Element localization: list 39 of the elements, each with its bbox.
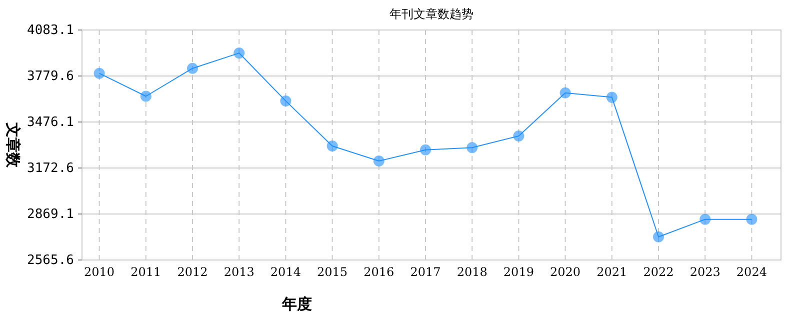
x-tick-label: 2015 (317, 265, 348, 279)
chart-title: 年刊文章数趋势 (390, 7, 474, 21)
point (466, 142, 478, 154)
x-tick-label: 2016 (364, 265, 394, 279)
y-tick-label: 2565.6 (27, 253, 74, 268)
point (560, 87, 571, 98)
point (326, 140, 338, 152)
point (373, 155, 384, 166)
x-tick-label: 2023 (690, 265, 720, 279)
point (234, 48, 245, 59)
point (653, 231, 664, 242)
point (187, 62, 198, 74)
x-tick-label: 2021 (596, 265, 628, 279)
point (420, 144, 431, 156)
x-tick-label: 2019 (503, 265, 534, 279)
y-tick-label: 4083.1 (27, 23, 74, 38)
x-axis-title: 年度 (281, 295, 312, 313)
y-axis-title: 文章数 (4, 122, 22, 168)
x-tick-label: 2017 (410, 265, 441, 279)
y-tick-label: 3476.1 (27, 115, 74, 130)
x-tick-label: 2010 (84, 265, 115, 279)
point (513, 130, 524, 142)
point (280, 95, 292, 106)
x-tick-label: 2014 (270, 265, 302, 279)
point (140, 90, 152, 102)
y-tick-label: 2869.1 (27, 207, 74, 222)
x-tick-label: 2018 (456, 265, 488, 279)
point (606, 92, 618, 103)
x-tick-label: 2020 (550, 265, 581, 279)
x-tick-label: 2013 (224, 265, 254, 279)
x-tick-label: 2024 (736, 265, 768, 279)
point (94, 68, 105, 79)
y-tick-label: 3779.6 (27, 69, 74, 84)
point (746, 214, 758, 225)
y-tick-label: 3172.6 (27, 161, 74, 176)
x-tick-label: 2012 (177, 265, 208, 279)
point (700, 214, 711, 225)
x-tick-label: 2011 (130, 265, 162, 279)
x-tick-label: 2022 (643, 265, 674, 279)
